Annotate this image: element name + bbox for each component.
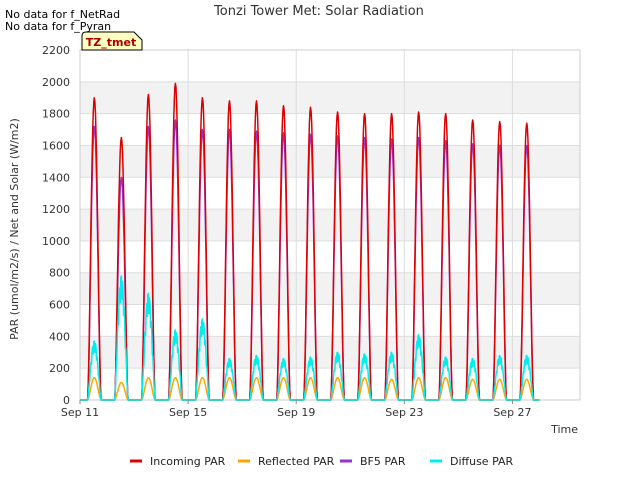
legend: Incoming PAR Reflected PAR BF5 PAR Diffuse … (130, 455, 514, 468)
y-tick-label: 0 (63, 394, 70, 407)
series-line-reflected-par (80, 376, 540, 401)
legend-label: Incoming PAR (150, 455, 226, 468)
chart-title: Tonzi Tower Met: Solar Radiation (213, 4, 424, 19)
legend-label: BF5 PAR (360, 455, 406, 468)
x-tick-label: Sep 23 (385, 406, 423, 419)
x-tick-label: Sep 19 (277, 406, 315, 419)
background-band (80, 272, 580, 305)
y-tick-label: 2000 (42, 76, 70, 89)
series-line-bf5-par (80, 119, 540, 401)
y-tick-label: 1600 (42, 139, 70, 152)
x-tick-label: Sep 15 (169, 406, 207, 419)
series-line-diffuse-par (80, 275, 540, 401)
background-band (80, 81, 580, 114)
background-band (80, 336, 580, 369)
y-tick-label: 1800 (42, 108, 70, 121)
y-tick-label: 2200 (42, 44, 70, 57)
x-axis-label: Time (550, 423, 578, 436)
legend-label: Reflected PAR (258, 455, 335, 468)
series-layer (80, 82, 540, 401)
x-tick-label: Sep 11 (61, 406, 99, 419)
tag-badge: TZ_tmet (81, 31, 143, 51)
series-line-incoming-par (80, 82, 540, 401)
no-data-note-pyran: No data for f_Pyran (5, 20, 111, 33)
y-tick-label: 1400 (42, 171, 70, 184)
y-tick-label: 1200 (42, 203, 70, 216)
background-band (80, 145, 580, 178)
x-tick-label: Sep 27 (493, 406, 531, 419)
y-tick-label: 800 (49, 267, 70, 280)
y-tick-label: 400 (49, 330, 70, 343)
legend-entry: Incoming PAR (130, 455, 226, 468)
tag-badge-label: TZ_tmet (86, 36, 136, 49)
y-tick-label: 200 (49, 362, 70, 375)
no-data-note-netrad: No data for f_NetRad (5, 8, 120, 21)
y-tick-label: 600 (49, 299, 70, 312)
plot-area (79, 49, 581, 401)
legend-entry: Reflected PAR (238, 455, 335, 468)
legend-entry: BF5 PAR (340, 455, 406, 468)
tag-badge-shape (81, 31, 143, 51)
legend-label: Diffuse PAR (450, 455, 514, 468)
y-axis-label: PAR (umol/m2/s) / Net and Solar (W/m2) (8, 118, 21, 340)
y-axis: 0 200 400 600 800 1000 1200 1400 1600 1800 2000 220… (42, 44, 70, 407)
y-tick-label: 1000 (42, 235, 70, 248)
legend-entry: Diffuse PAR (430, 455, 514, 468)
x-axis: Sep 11 Sep 15 Sep 19 Sep 23 Sep 27 (61, 400, 532, 419)
background-band (80, 209, 580, 241)
